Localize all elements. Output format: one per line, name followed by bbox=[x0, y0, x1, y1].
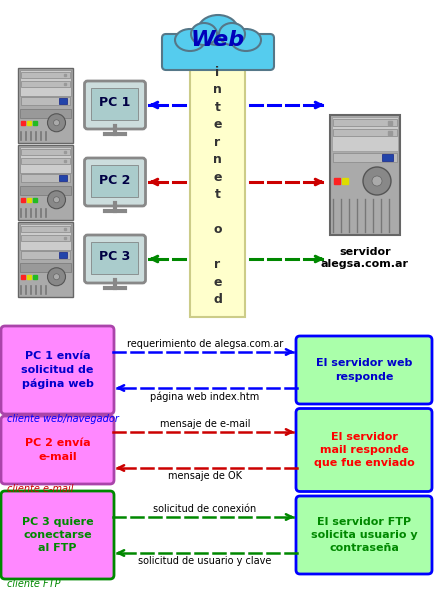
Text: solicitud de usuario y clave: solicitud de usuario y clave bbox=[138, 556, 271, 566]
Bar bbox=[59, 97, 67, 104]
Circle shape bbox=[47, 268, 66, 286]
Text: r: r bbox=[214, 258, 220, 271]
Bar bbox=[91, 165, 138, 197]
Circle shape bbox=[53, 274, 59, 280]
Bar bbox=[59, 175, 67, 180]
Text: e: e bbox=[213, 275, 221, 289]
Text: página web index.htm: página web index.htm bbox=[150, 391, 259, 401]
Text: i: i bbox=[215, 66, 219, 79]
Text: PC 2: PC 2 bbox=[99, 174, 130, 186]
Circle shape bbox=[47, 114, 66, 132]
Text: PC 1: PC 1 bbox=[99, 96, 130, 110]
Ellipse shape bbox=[191, 23, 217, 45]
Ellipse shape bbox=[230, 29, 260, 51]
Circle shape bbox=[47, 191, 66, 209]
FancyBboxPatch shape bbox=[84, 235, 145, 283]
Bar bbox=[21, 149, 70, 155]
Circle shape bbox=[371, 176, 381, 186]
Text: t: t bbox=[214, 101, 220, 114]
FancyBboxPatch shape bbox=[84, 81, 145, 129]
Bar bbox=[20, 70, 71, 96]
Text: e: e bbox=[213, 171, 221, 184]
Bar bbox=[91, 88, 138, 120]
Text: t: t bbox=[214, 188, 220, 201]
Text: Web: Web bbox=[191, 30, 244, 50]
Text: El servidor FTP
solicita usuario y
contraseña: El servidor FTP solicita usuario y contr… bbox=[310, 517, 416, 553]
Circle shape bbox=[53, 120, 59, 125]
Text: PC 3 quiere
conectarse
al FTP: PC 3 quiere conectarse al FTP bbox=[22, 517, 93, 553]
Text: d: d bbox=[213, 293, 221, 306]
FancyBboxPatch shape bbox=[161, 34, 273, 70]
Bar bbox=[18, 145, 73, 220]
Text: r: r bbox=[214, 136, 220, 149]
Bar bbox=[21, 81, 70, 87]
Bar bbox=[20, 109, 71, 118]
Text: PC 3: PC 3 bbox=[99, 250, 130, 264]
Bar bbox=[332, 129, 396, 136]
Bar bbox=[21, 72, 70, 78]
Bar bbox=[331, 117, 397, 150]
Bar bbox=[20, 147, 71, 173]
Text: El servidor web
responde: El servidor web responde bbox=[315, 359, 411, 382]
Bar bbox=[91, 242, 138, 274]
FancyBboxPatch shape bbox=[1, 491, 114, 579]
FancyBboxPatch shape bbox=[295, 336, 431, 404]
Text: PC 2 envía
e-mail: PC 2 envía e-mail bbox=[25, 438, 90, 462]
Text: cliente e-mail: cliente e-mail bbox=[7, 484, 73, 494]
Text: cliente web/navegador: cliente web/navegador bbox=[7, 414, 118, 424]
FancyBboxPatch shape bbox=[1, 326, 114, 414]
Bar bbox=[20, 224, 71, 250]
FancyBboxPatch shape bbox=[295, 409, 431, 491]
Bar bbox=[59, 252, 67, 258]
Bar bbox=[21, 250, 70, 258]
Ellipse shape bbox=[218, 23, 244, 45]
Bar bbox=[18, 68, 73, 143]
Text: e: e bbox=[213, 118, 221, 132]
FancyBboxPatch shape bbox=[295, 496, 431, 574]
Bar bbox=[20, 186, 71, 195]
Bar bbox=[381, 155, 392, 161]
Circle shape bbox=[53, 197, 59, 203]
Circle shape bbox=[362, 167, 390, 195]
Text: PC 1 envía
solicitud de
página web: PC 1 envía solicitud de página web bbox=[21, 351, 93, 389]
FancyBboxPatch shape bbox=[1, 416, 114, 484]
Bar bbox=[332, 153, 396, 163]
Ellipse shape bbox=[197, 15, 237, 45]
Text: n: n bbox=[213, 83, 221, 96]
Bar bbox=[21, 96, 70, 105]
Bar bbox=[332, 119, 396, 126]
Bar bbox=[190, 55, 244, 317]
Text: o: o bbox=[213, 223, 221, 236]
Text: servidor
alegsa.com.ar: servidor alegsa.com.ar bbox=[320, 247, 408, 269]
Ellipse shape bbox=[174, 29, 204, 51]
Text: solicitud de conexión: solicitud de conexión bbox=[153, 504, 256, 514]
Bar bbox=[18, 222, 73, 297]
Text: n: n bbox=[213, 153, 221, 166]
Text: requerimiento de alegsa.com.ar: requerimiento de alegsa.com.ar bbox=[127, 339, 283, 349]
Bar bbox=[21, 226, 70, 232]
Text: cliente FTP: cliente FTP bbox=[7, 579, 60, 589]
Bar bbox=[329, 115, 399, 235]
Bar bbox=[21, 235, 70, 241]
Bar bbox=[20, 263, 71, 272]
Text: mensaje de e-mail: mensaje de e-mail bbox=[159, 419, 250, 429]
Bar bbox=[21, 158, 70, 164]
Text: El servidor
mail responde
que fue enviado: El servidor mail responde que fue enviad… bbox=[313, 432, 414, 468]
Text: mensaje de OK: mensaje de OK bbox=[168, 471, 241, 481]
Bar bbox=[21, 174, 70, 181]
FancyBboxPatch shape bbox=[84, 158, 145, 206]
